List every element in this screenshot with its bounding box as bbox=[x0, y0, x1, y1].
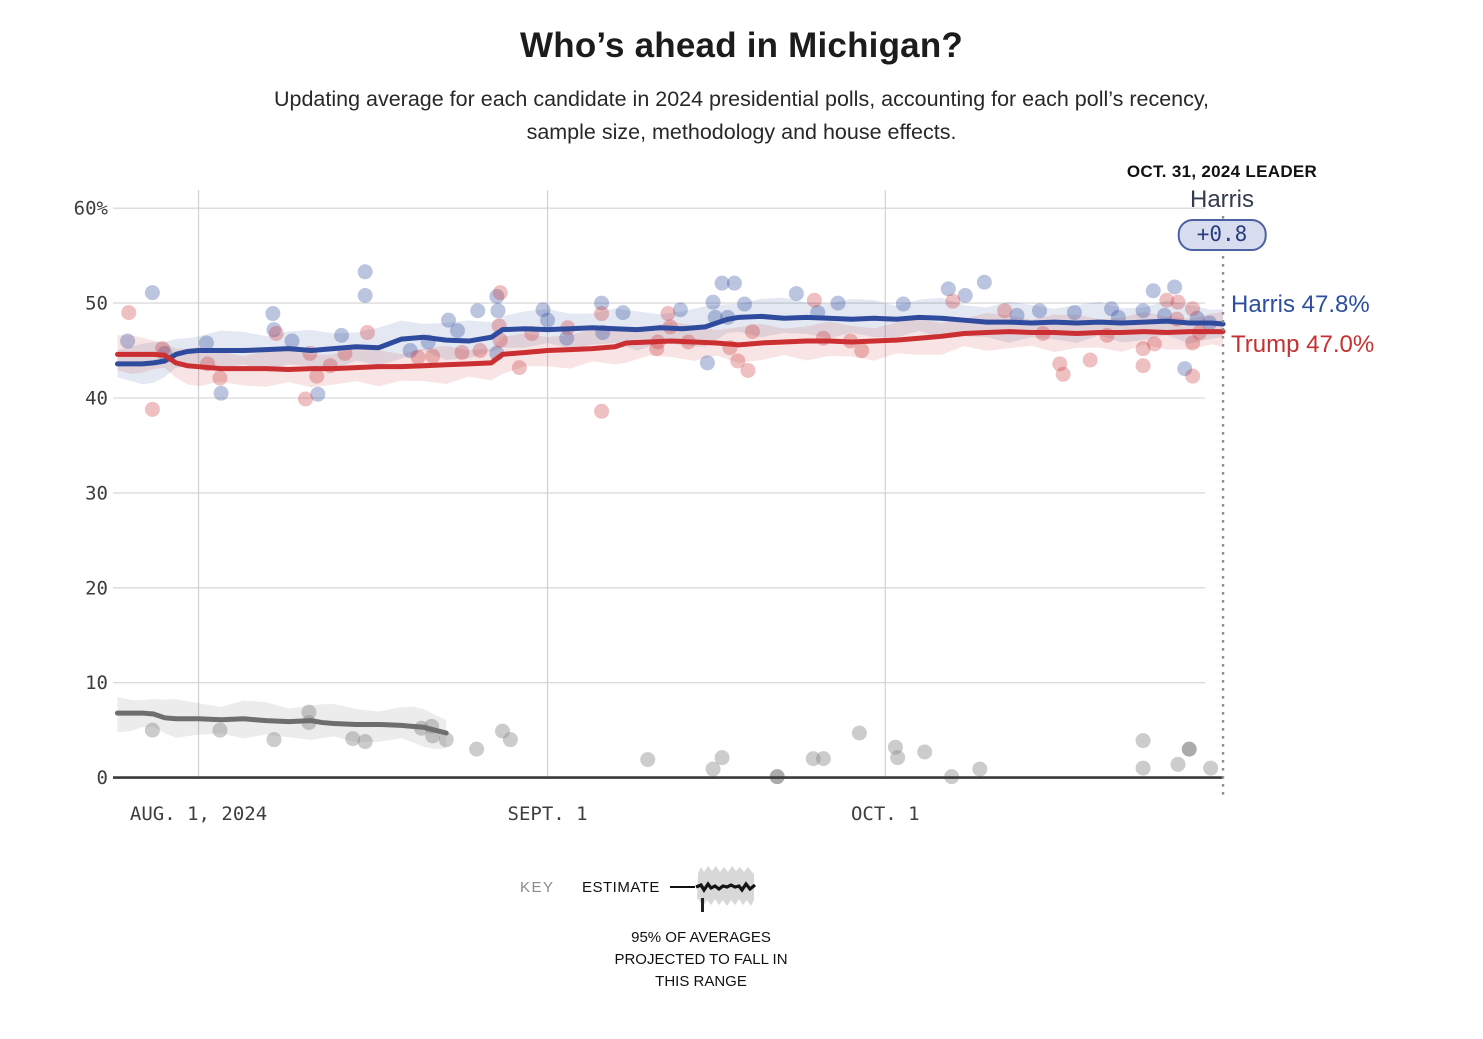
key-connector-line bbox=[670, 886, 695, 888]
svg-text:40: 40 bbox=[85, 388, 108, 410]
harris-end-value-label: Harris 47.8% bbox=[1231, 291, 1370, 318]
page-subtitle-line2: sample size, methodology and house effec… bbox=[526, 120, 957, 144]
key-caption-line3: THIS RANGE bbox=[655, 973, 747, 990]
svg-text:0: 0 bbox=[97, 767, 108, 789]
key-caption: 95% OF AVERAGES PROJECTED TO FALL IN THI… bbox=[576, 927, 826, 993]
leader-date-heading: OCT. 31, 2024 LEADER bbox=[1126, 162, 1318, 181]
chart-gridlines bbox=[113, 190, 1205, 778]
trump-end-value-label: Trump 47.0% bbox=[1231, 331, 1375, 358]
page-title: Who’s ahead in Michigan? bbox=[520, 26, 963, 65]
svg-text:10: 10 bbox=[85, 672, 108, 694]
svg-text:OCT. 1: OCT. 1 bbox=[851, 803, 920, 825]
svg-text:60%: 60% bbox=[74, 198, 109, 220]
svg-text:AUG. 1, 2024: AUG. 1, 2024 bbox=[130, 803, 267, 825]
leader-margin-badge: +0.8 bbox=[1177, 219, 1267, 251]
svg-text:30: 30 bbox=[85, 482, 108, 504]
svg-text:20: 20 bbox=[85, 577, 108, 599]
key-line-squiggle bbox=[695, 881, 756, 893]
svg-text:50: 50 bbox=[85, 293, 108, 315]
estimate-band-swatch-icon bbox=[695, 866, 756, 906]
average-lines bbox=[114, 313, 1226, 736]
axis-tick-labels: 0 10 20 30 40 50 60% AUG. 1, 2024 SEPT. 1 OCT. 1 bbox=[74, 198, 920, 825]
key-caption-tick bbox=[701, 898, 704, 912]
key-caption-line2: PROJECTED TO FALL IN bbox=[614, 951, 788, 968]
leader-name: Harris bbox=[1190, 186, 1254, 213]
key-estimate-label: ESTIMATE bbox=[582, 879, 660, 896]
key-caption-line1: 95% OF AVERAGES bbox=[631, 929, 771, 946]
key-label: KEY bbox=[520, 879, 555, 896]
svg-text:SEPT. 1: SEPT. 1 bbox=[508, 803, 588, 825]
page-subtitle-line1: Updating average for each candidate in 2… bbox=[273, 87, 1210, 111]
